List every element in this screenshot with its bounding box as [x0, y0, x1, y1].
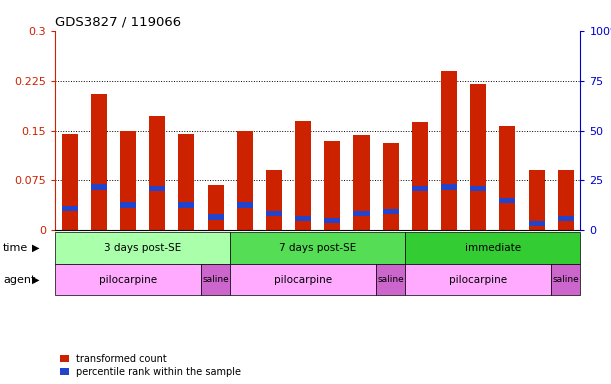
Bar	[558, 216, 574, 221]
Bar	[499, 126, 516, 230]
Bar	[208, 185, 224, 230]
Text: saline: saline	[202, 275, 229, 284]
Bar	[62, 206, 78, 211]
Bar	[149, 116, 165, 230]
Bar	[208, 214, 224, 220]
Bar	[529, 170, 544, 230]
Bar	[324, 141, 340, 230]
Bar	[178, 134, 194, 230]
Bar	[236, 131, 253, 230]
Text: 7 days post-SE: 7 days post-SE	[279, 243, 356, 253]
Bar	[354, 135, 370, 230]
Bar	[120, 131, 136, 230]
Text: pilocarpine: pilocarpine	[274, 275, 332, 285]
Bar	[178, 202, 194, 208]
Text: ▶: ▶	[32, 243, 39, 253]
Bar	[91, 184, 107, 190]
Bar	[558, 170, 574, 230]
Bar	[266, 170, 282, 230]
Bar	[295, 216, 311, 221]
Text: ▶: ▶	[32, 275, 39, 285]
Text: 3 days post-SE: 3 days post-SE	[104, 243, 181, 253]
Bar	[120, 202, 136, 208]
Bar	[529, 221, 544, 227]
Text: pilocarpine: pilocarpine	[99, 275, 157, 285]
Bar	[266, 211, 282, 217]
Bar	[149, 186, 165, 191]
Bar	[412, 186, 428, 191]
Legend: transformed count, percentile rank within the sample: transformed count, percentile rank withi…	[60, 354, 241, 377]
Text: pilocarpine: pilocarpine	[449, 275, 507, 285]
Bar	[382, 142, 399, 230]
Bar	[91, 94, 107, 230]
Bar	[499, 198, 516, 203]
Bar	[382, 209, 399, 214]
Text: immediate: immediate	[465, 243, 521, 253]
Text: agent: agent	[3, 275, 35, 285]
Bar	[441, 71, 457, 230]
Bar	[62, 134, 78, 230]
Bar	[441, 184, 457, 190]
Text: GDS3827 / 119066: GDS3827 / 119066	[55, 15, 181, 28]
Bar	[470, 84, 486, 230]
Bar	[295, 121, 311, 230]
Bar	[470, 186, 486, 191]
Bar	[354, 211, 370, 217]
Bar	[412, 122, 428, 230]
Bar	[236, 202, 253, 208]
Text: saline: saline	[378, 275, 404, 284]
Bar	[324, 218, 340, 223]
Text: saline: saline	[552, 275, 579, 284]
Text: time: time	[3, 243, 28, 253]
